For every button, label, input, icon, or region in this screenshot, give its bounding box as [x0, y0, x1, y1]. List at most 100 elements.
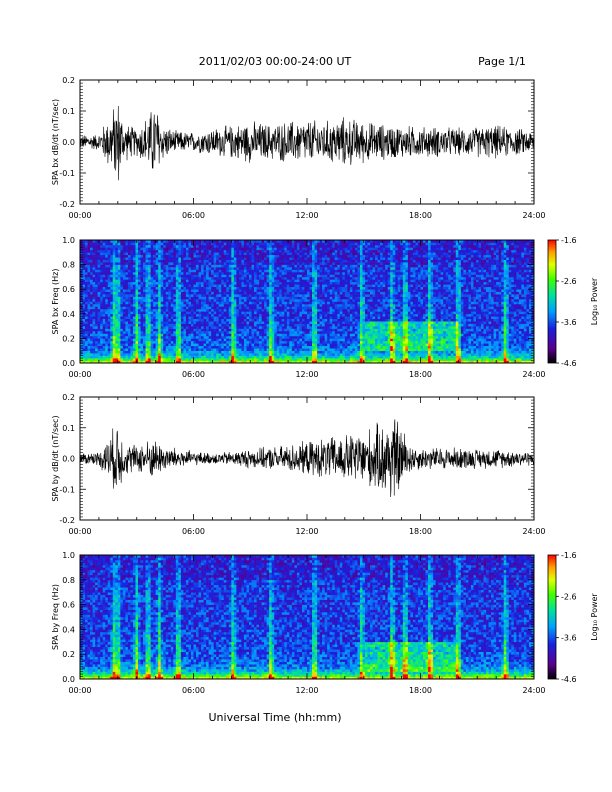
spectrogram-cell [296, 326, 300, 329]
spectrogram-cell [180, 264, 184, 268]
spectrogram-cell [309, 291, 313, 295]
spectrogram-cell [153, 328, 156, 332]
spectrogram-cell [254, 326, 257, 329]
spectrogram-cell [291, 318, 295, 322]
spectrogram-cell [246, 306, 250, 310]
spectrogram-cell [319, 259, 323, 263]
spectrogram-cell [301, 252, 305, 256]
spectrogram-cell [80, 267, 83, 270]
spectrogram-cell [92, 303, 96, 307]
spectrogram-cell [90, 328, 93, 332]
spectrogram-cell [226, 274, 230, 278]
spectrogram-cell [102, 303, 106, 307]
spectrogram-cell [299, 321, 303, 324]
spectrogram-cell [294, 316, 298, 320]
spectrogram-cell [208, 328, 212, 332]
spectrogram-cell [304, 338, 308, 342]
spectrogram-cell [155, 269, 159, 273]
spectrogram-cell [125, 249, 129, 253]
spectrogram-cell [269, 291, 272, 295]
spectrogram-cell [85, 335, 88, 339]
spectrogram-cell [178, 249, 182, 253]
spectrogram-cell [241, 313, 245, 317]
spectrogram-cell [115, 313, 119, 317]
spectrogram-cell [105, 259, 109, 263]
spectrogram-cell [115, 281, 119, 285]
spectrogram-cell [150, 335, 154, 339]
spectrogram-cell [279, 340, 283, 344]
spectrogram-cell [140, 247, 144, 251]
spectrogram-cell [248, 311, 252, 315]
spectrogram-cell [231, 345, 235, 349]
spectrogram-cell [160, 291, 164, 295]
spectrogram-cell [236, 269, 240, 273]
spectrogram-cell [127, 289, 131, 292]
spectrogram-cell [175, 262, 179, 265]
spectrogram-cell [286, 291, 290, 295]
spectrogram-cell [241, 289, 245, 292]
spectrogram-cell [228, 338, 232, 342]
spectrogram-cell [211, 294, 214, 297]
spectrogram-cell [218, 353, 222, 356]
spectrogram-cell [193, 301, 197, 305]
spectrogram-cell [317, 281, 320, 285]
spectrogram-cell [218, 276, 222, 280]
spectrogram-cell [243, 306, 247, 310]
spectrogram-cell [264, 262, 267, 265]
spectrogram-cell [115, 308, 119, 312]
spectrogram-cell [221, 299, 225, 302]
spectrogram-cell [211, 301, 214, 305]
spectrogram-cell [183, 294, 187, 297]
spectrogram-cell [238, 353, 242, 356]
spectrogram-cell [251, 274, 255, 278]
spectrogram-cell [286, 269, 290, 273]
spectrogram-cell [236, 289, 240, 292]
spectrogram-cell [82, 316, 86, 320]
spectrogram-cell [80, 269, 83, 273]
spectrogram-cell [231, 252, 235, 256]
spectrogram-cell [309, 316, 313, 320]
spectrogram-cell [266, 281, 270, 285]
spectrogram-cell [180, 353, 184, 356]
spectrogram-cell [153, 271, 156, 275]
spectrogram-cell [243, 333, 247, 337]
spectrogram-cell [317, 286, 320, 290]
spectrogram-cell [241, 269, 245, 273]
spectrogram-cell [248, 271, 252, 275]
spectrogram-cell [299, 269, 303, 273]
spectrogram-cell [276, 271, 280, 275]
spectrogram-cell [163, 284, 167, 288]
spectrogram-cell [85, 303, 88, 307]
spectrogram-cell [97, 358, 101, 361]
spectrogram-cell [307, 281, 310, 285]
spectrogram-cell [148, 254, 151, 258]
spectrogram-cell [231, 338, 235, 342]
spectrogram-cell [183, 311, 187, 315]
spectrogram-cell [185, 262, 189, 265]
spectrogram-cell [100, 296, 103, 300]
spectrogram-cell [317, 326, 320, 329]
spectrogram-cell [281, 326, 285, 329]
spectrogram-cell [92, 318, 96, 322]
spectrogram-cell [193, 345, 197, 349]
spectrogram-cell [203, 311, 207, 315]
spectrogram-cell [105, 267, 109, 270]
spectrogram-cell [279, 303, 283, 307]
spectrogram-cell [168, 259, 172, 263]
spectrogram-cell [269, 249, 272, 253]
spectrogram-cell [138, 313, 141, 317]
spectrogram-cell [238, 326, 242, 329]
spectrogram-cell [223, 321, 227, 324]
spectrogram-cell [299, 323, 303, 327]
spectrogram-cell [143, 303, 146, 307]
spectrogram-cell [271, 338, 275, 342]
spectrogram-cell [312, 254, 315, 258]
spectrogram-cell [143, 291, 146, 295]
spectrogram-cell [80, 348, 83, 351]
spectrogram-cell [153, 262, 156, 265]
spectrogram-cell [153, 274, 156, 278]
spectrogram-cell [274, 355, 278, 359]
spectrogram-cell [183, 252, 187, 256]
spectrogram-cell [173, 306, 177, 310]
spectrogram-cell [256, 348, 260, 351]
